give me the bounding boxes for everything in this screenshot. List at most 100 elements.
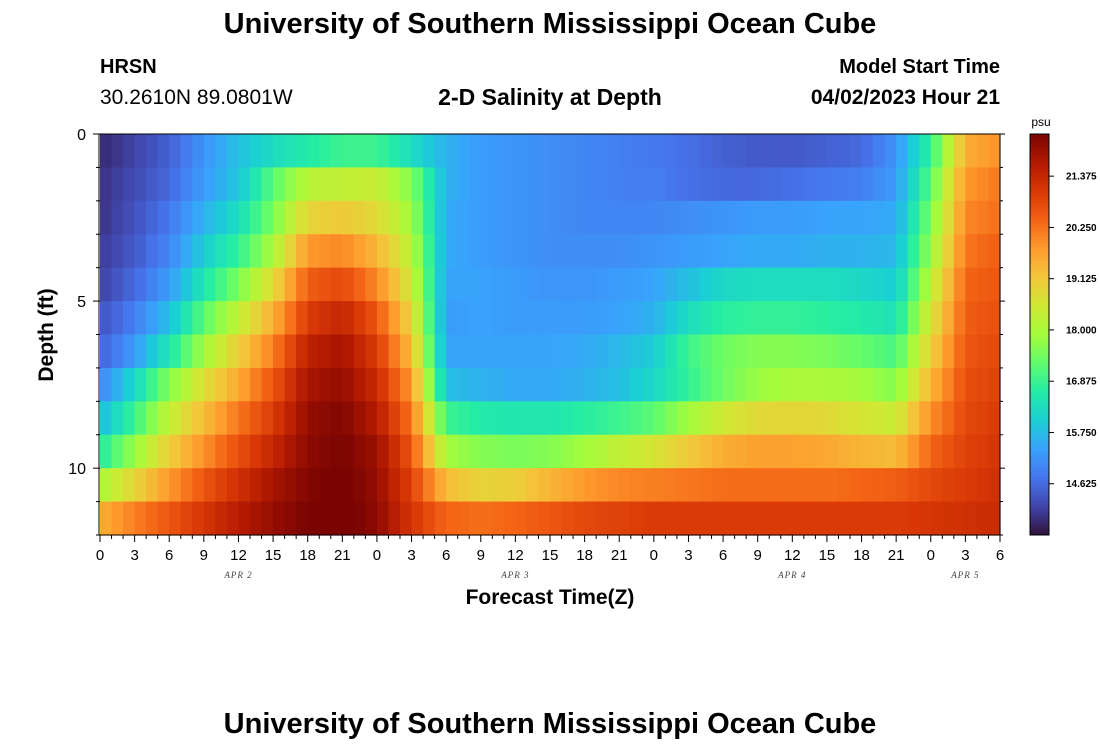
heatmap-cell [965,401,978,436]
y-tick-label: 5 [77,294,86,311]
heatmap-cell [111,200,124,235]
heatmap-cell [907,434,920,469]
heatmap-cell [538,367,551,402]
heatmap-cell [238,468,251,503]
heatmap-cell [296,501,309,536]
heatmap-cell [100,234,113,269]
heatmap-cell [353,167,366,202]
heatmap-cell [457,434,470,469]
heatmap-cell [365,234,378,269]
heatmap-cell [930,267,943,302]
heatmap-cell [457,267,470,302]
heatmap-cell [746,501,759,536]
heatmap-cell [319,301,332,336]
heatmap-cell [803,468,816,503]
heatmap-cell [803,234,816,269]
heatmap-cell [561,334,574,369]
heatmap-cell [873,301,886,336]
heatmap-cell [665,200,678,235]
heatmap-cell [780,367,793,402]
heatmap-cell [180,301,193,336]
heatmap-cell [226,434,240,469]
x-tick-label: 18 [853,547,870,564]
heatmap-cell [284,267,297,302]
heatmap-cell [330,167,343,202]
heatmap-cell [573,301,586,336]
heatmap-cell [734,367,747,402]
heatmap-cell [296,401,309,436]
heatmap-cell [492,468,505,503]
heatmap-cell [446,468,459,503]
heatmap-cell [792,434,805,469]
chart-subtitle: 2-D Salinity at Depth [438,84,662,110]
heatmap-cell [746,134,759,169]
heatmap-cell [503,267,516,302]
heatmap-cell [584,468,597,503]
heatmap-cell [238,434,251,469]
heatmap-cell [642,234,655,269]
heatmap-cell [838,301,851,336]
heatmap-cell [469,301,482,336]
heatmap-cell [757,234,770,269]
heatmap-cell [780,334,793,369]
heatmap-cell [850,434,863,469]
heatmap-cell [573,501,586,536]
heatmap-cell [203,434,216,469]
heatmap-cell [169,401,182,436]
x-tick-label: 6 [996,547,1004,564]
heatmap-cell [192,167,205,202]
heatmap-cell [400,334,413,369]
x-tick-label: 0 [927,547,935,564]
heatmap-cell [376,267,390,302]
heatmap-cell [803,434,816,469]
heatmap-cell [596,200,609,235]
heatmap-cell [411,200,424,235]
heatmap-cell [665,468,678,503]
heatmap-cell [596,501,609,536]
heatmap-cell [584,234,597,269]
heatmap-cell [411,367,424,402]
heatmap-cell [492,200,505,235]
x-tick-label: 9 [754,547,762,564]
heatmap-cell [480,367,493,402]
heatmap-cell [515,401,528,436]
heatmap-cell [873,267,886,302]
x-date-label: APR 3 [500,570,529,580]
heatmap-cell [734,434,747,469]
heatmap-cell [434,134,447,169]
heatmap-cell [619,134,632,169]
heatmap-cell [388,434,401,469]
heatmap-cell [388,167,401,202]
heatmap-cell [307,367,320,402]
heatmap-cell [826,167,840,202]
heatmap-cell [573,200,586,235]
heatmap-cell [376,301,390,336]
heatmap-cell [492,167,505,202]
colorbar-tick-label: 14.625 [1066,479,1097,490]
y-axis-label: Depth (ft) [35,288,58,381]
heatmap-cell [203,234,216,269]
heatmap-cell [861,167,874,202]
heatmap-cell [123,367,136,402]
heatmap-cell [757,401,770,436]
heatmap-cell [134,267,147,302]
heatmap-cell [653,301,666,336]
heatmap-cell [446,301,459,336]
heatmap-cell [676,267,690,302]
heatmap-cell [376,167,390,202]
heatmap-cell [411,501,424,536]
heatmap-cell [480,401,493,436]
heatmap-cell [930,134,943,169]
heatmap-cell [146,200,159,235]
heatmap-cell [480,334,493,369]
heatmap-cell [123,401,136,436]
heatmap-cell [907,367,920,402]
heatmap-cell [238,301,251,336]
heatmap-cell [330,334,343,369]
heatmap-cell [515,434,528,469]
heatmap-cell [792,200,805,235]
heatmap-cell [100,501,113,536]
heatmap-cell [711,167,724,202]
heatmap-cell [157,501,170,536]
heatmap-cell [503,434,516,469]
